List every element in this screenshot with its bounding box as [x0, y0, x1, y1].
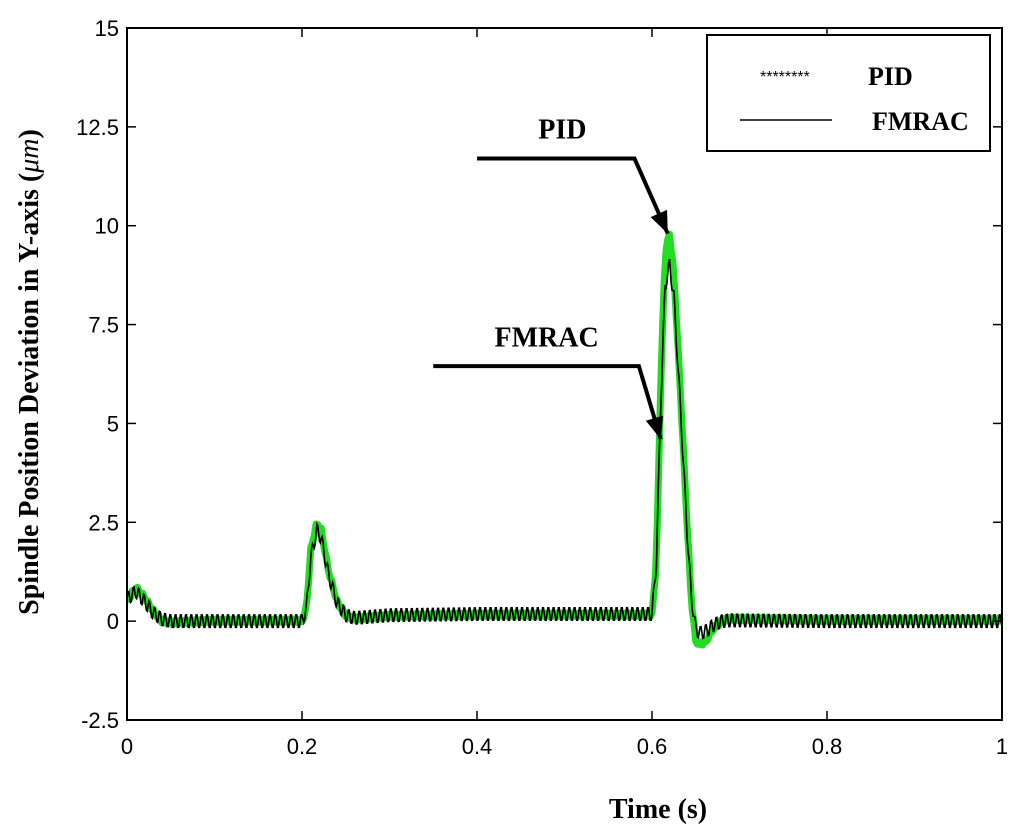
y-axis-title-unit: μm: [14, 138, 45, 173]
y-tick-label: 15: [95, 16, 119, 41]
y-tick-label: 5: [107, 411, 119, 436]
y-tick-label: 7.5: [88, 313, 119, 338]
annotation-label-fmrac: FMRAC: [495, 322, 599, 353]
series-line-fmrac: [126, 258, 1003, 640]
annotation-arrow-pid: [477, 156, 670, 235]
annotations-layer: PID FMRAC: [433, 115, 670, 440]
legend: ******** PID FMRAC: [706, 34, 991, 152]
legend-box: [706, 34, 991, 152]
x-tick-label: 1: [996, 734, 1008, 759]
plot-frame: [126, 27, 1003, 721]
x-axis-title: Time (s): [609, 794, 707, 825]
series-line-pid: [125, 230, 1004, 649]
y-tick-label: 2.5: [88, 510, 119, 535]
x-tick-label: 0.8: [812, 734, 843, 759]
y-axis-title: Spindle Position Deviation in Y-axis (μm…: [14, 129, 45, 615]
y-tick-label: 0: [107, 609, 119, 634]
y-tick-label: 12.5: [76, 115, 119, 140]
x-tick-label: 0.4: [462, 734, 493, 759]
series-layer: [125, 230, 1004, 649]
legend-label-pid: PID: [868, 62, 913, 91]
x-tick-label: 0.6: [637, 734, 668, 759]
y-tick-label: 10: [95, 214, 119, 239]
y-axis-title-main: Spindle Position Deviation in Y-axis (: [14, 173, 45, 615]
x-tick-label: 0.2: [287, 734, 318, 759]
annotation-label-pid: PID: [538, 115, 586, 146]
y-tick-label: -2.5: [81, 708, 119, 733]
legend-label-fmrac: FMRAC: [872, 107, 969, 136]
annotation-arrowhead-fmrac: [645, 415, 664, 440]
x-tick-label: 0: [121, 734, 133, 759]
y-axis-title-close: ): [14, 129, 45, 138]
annotation-arrow-fmrac: [433, 364, 663, 440]
legend-marker-pid: ********: [760, 69, 810, 86]
annotation-arrowhead-pid: [650, 209, 668, 234]
